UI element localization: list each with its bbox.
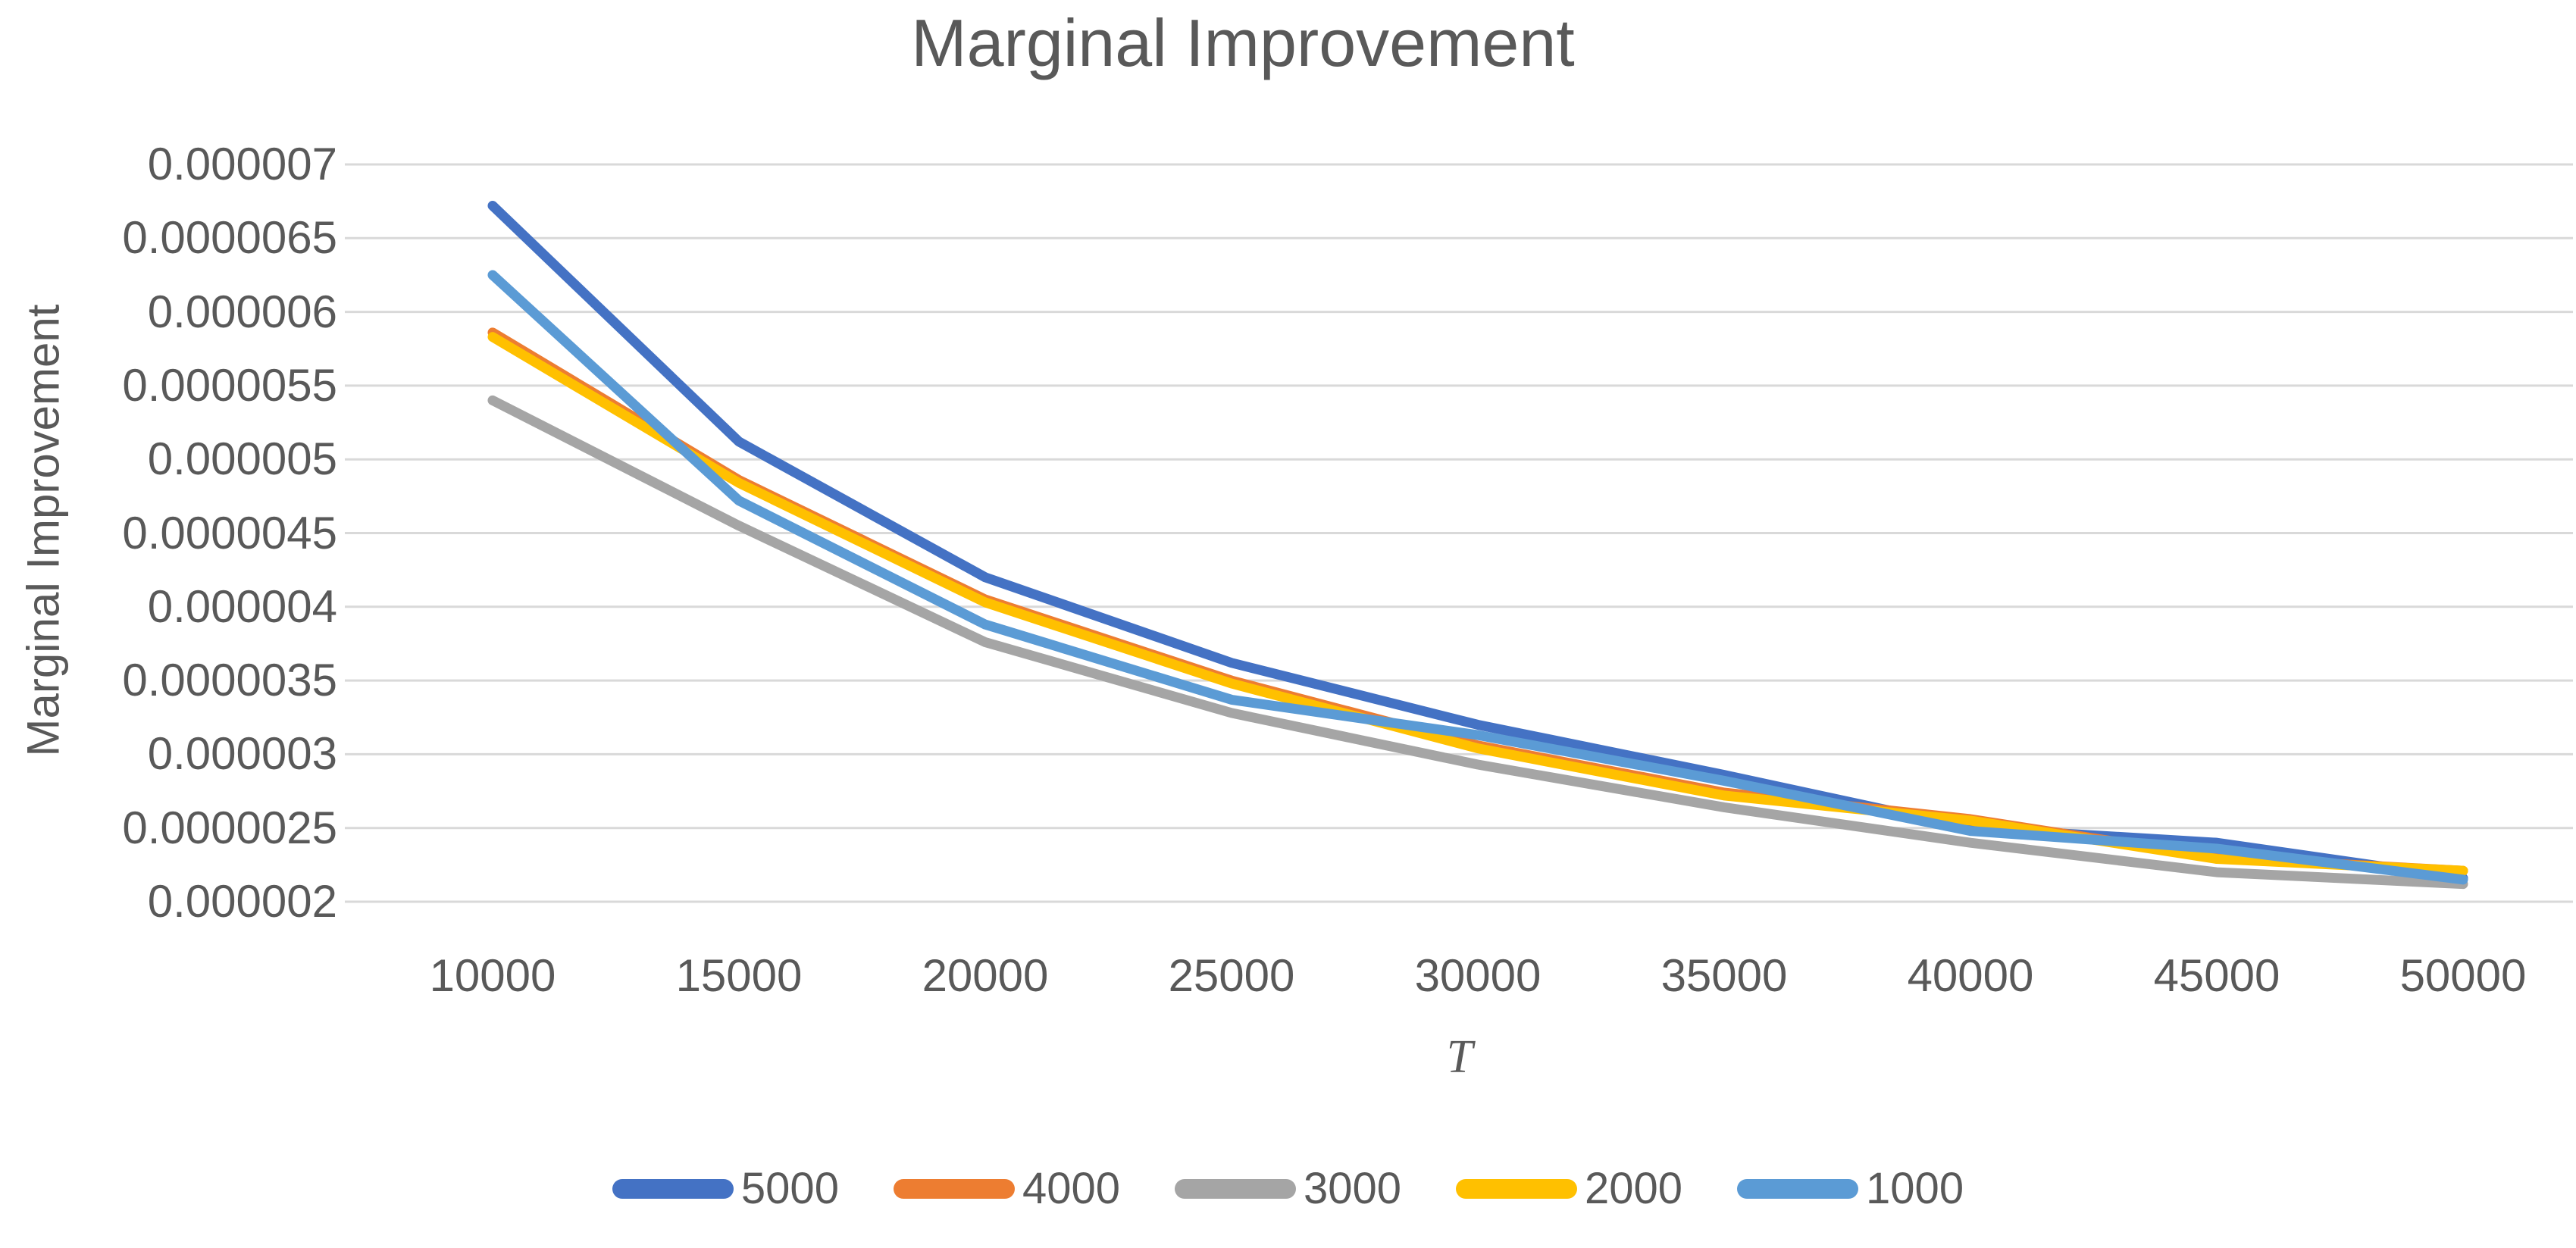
series-line-4000 [487,327,2468,876]
y-tick-label: 0.0000025 [122,802,337,853]
chart-title: Marginal Improvement [911,5,1575,80]
x-tick-label: 25000 [1168,950,1295,1001]
x-tick-label: 30000 [1414,950,1542,1001]
y-tick-label: 0.000005 [147,433,337,485]
gridlines [345,163,2573,903]
x-tick-label: 20000 [922,950,1049,1001]
legend-label: 4000 [1022,1164,1120,1213]
series-line-3000 [487,395,2468,890]
legend-label: 2000 [1585,1164,1683,1213]
x-tick-label: 45000 [2153,950,2280,1001]
legend-item-2000: 2000 [1456,1167,1682,1211]
legend-swatch-5000 [612,1179,734,1199]
legend-item-1000: 1000 [1737,1167,1964,1211]
series-lines [487,200,2468,890]
y-tick-label: 0.000003 [147,728,337,780]
legend-swatch-2000 [1456,1179,1578,1199]
legend-label: 5000 [740,1164,839,1213]
legend-label: 1000 [1866,1164,1964,1213]
legend-item-5000: 5000 [612,1167,839,1211]
legend-swatch-3000 [1174,1179,1296,1199]
series-line-5000 [487,200,2468,884]
x-tick-label: 50000 [2399,950,2527,1001]
x-tick-label: 40000 [1907,950,2034,1001]
x-tick-label: 15000 [675,950,803,1001]
y-tick-label: 0.0000065 [122,212,337,264]
legend-swatch-4000 [893,1179,1015,1199]
legend-swatch-1000 [1737,1179,1859,1199]
y-tick-label: 0.0000035 [122,655,337,706]
x-tick-label: 35000 [1660,950,1788,1001]
y-tick-label: 0.0000055 [122,359,337,411]
x-axis-title: T [1446,1031,1473,1083]
y-tick-label: 0.000002 [147,876,337,927]
y-tick-label: 0.000007 [147,139,337,189]
legend-label: 3000 [1303,1164,1402,1213]
legend-item-4000: 4000 [893,1164,1120,1213]
legend-item-3000: 3000 [1174,1164,1402,1213]
series-line-2000 [487,332,2468,876]
legend: 5000 4000 3000 2000 1000 [0,1167,2576,1211]
y-tick-label: 0.0000045 [122,507,337,558]
y-tick-label: 0.000004 [147,580,337,632]
x-tick-label: 10000 [429,950,556,1001]
series-line-1000 [487,270,2468,885]
y-tick-label: 0.000006 [147,286,337,337]
